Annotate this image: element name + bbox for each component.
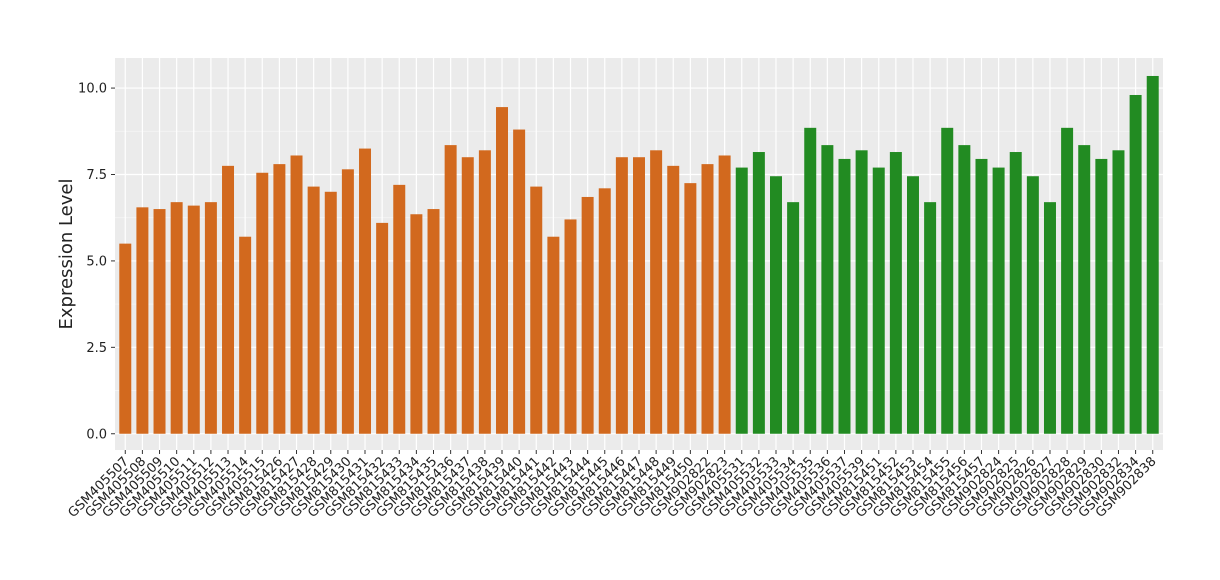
bar (787, 202, 800, 434)
bar (461, 157, 474, 434)
bar (633, 157, 645, 434)
bar (889, 152, 902, 434)
bar (701, 164, 714, 434)
bar (941, 127, 954, 434)
bar (444, 145, 457, 434)
bar (770, 176, 782, 434)
bar (324, 191, 337, 434)
bar (204, 202, 217, 434)
bar (239, 236, 252, 434)
bar (256, 172, 269, 434)
bar (718, 155, 731, 434)
bar (359, 148, 372, 434)
bar (170, 202, 183, 434)
y-axis-label: Expression Level (56, 179, 77, 330)
y-tick-label: 2.5 (86, 341, 107, 356)
bar (855, 150, 868, 434)
bar (307, 186, 320, 434)
bar (478, 150, 491, 434)
bar (581, 196, 594, 434)
bar (598, 188, 611, 434)
y-tick-label: 5.0 (86, 254, 107, 269)
bar (821, 145, 834, 434)
bar (906, 176, 919, 434)
bar (341, 169, 354, 434)
bar (804, 127, 817, 434)
bar (427, 209, 440, 434)
y-tick-label: 10.0 (78, 82, 107, 97)
bar (684, 183, 697, 434)
bar (752, 152, 765, 434)
bar (650, 150, 663, 434)
bar (1095, 158, 1108, 434)
bar (992, 167, 1005, 434)
bar (1129, 94, 1142, 434)
bar (547, 236, 560, 434)
bar (1078, 145, 1091, 434)
bar (838, 158, 851, 434)
bar (1043, 202, 1056, 434)
bar (273, 164, 286, 434)
bar (530, 186, 543, 434)
bar (667, 165, 680, 434)
bar (1146, 75, 1159, 434)
bar (187, 205, 200, 434)
bar (222, 165, 235, 434)
bar (1026, 176, 1039, 434)
bar (872, 167, 885, 434)
bar (564, 219, 577, 434)
bar (924, 202, 937, 434)
bar (958, 145, 971, 434)
bar (393, 184, 406, 434)
bar (735, 167, 748, 434)
bar (119, 243, 132, 434)
y-tick-label: 7.5 (86, 168, 107, 183)
bar (153, 209, 166, 434)
bar (290, 155, 303, 434)
bar (496, 107, 508, 434)
bar (975, 158, 988, 434)
bar (136, 207, 149, 434)
bar (1112, 150, 1125, 434)
bar (1009, 152, 1022, 434)
bar (615, 157, 628, 434)
bar (1061, 127, 1074, 434)
bar (513, 129, 526, 434)
y-tick-label: 0.0 (86, 427, 107, 442)
bar (376, 222, 389, 434)
bar (410, 214, 423, 434)
